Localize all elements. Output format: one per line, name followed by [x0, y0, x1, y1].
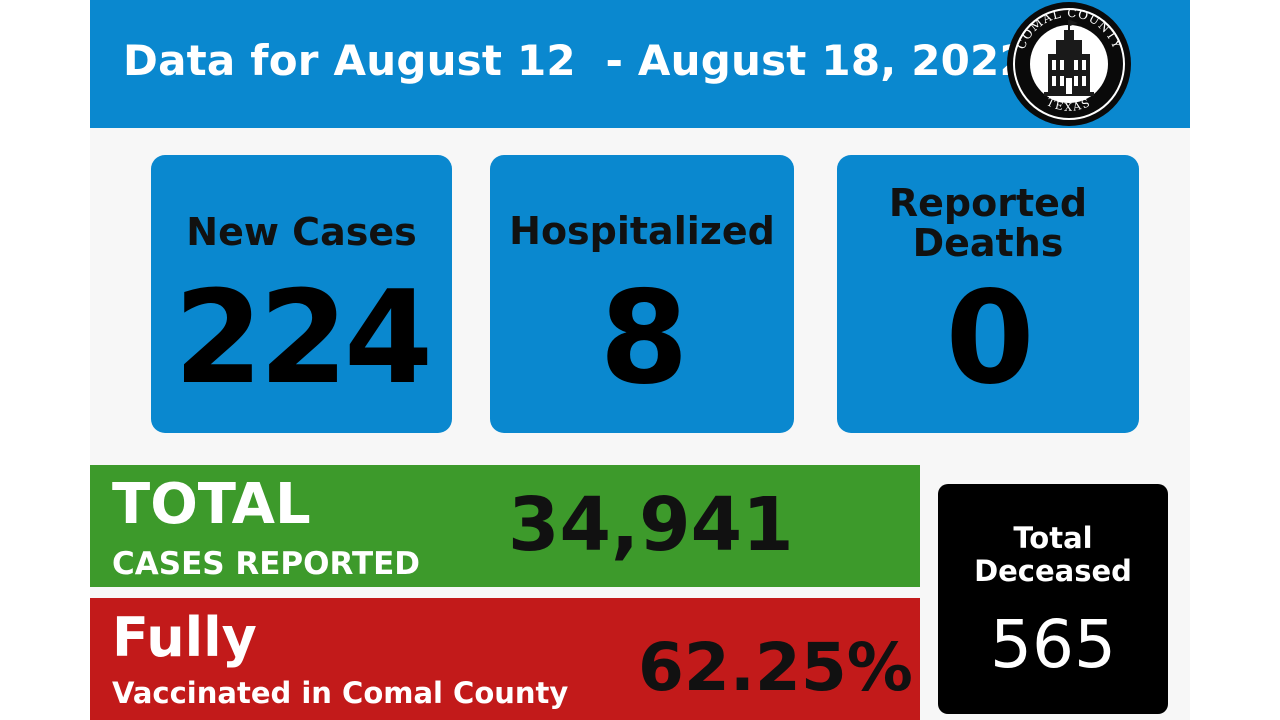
total-deceased-value: 565 — [990, 606, 1116, 683]
header-banner — [90, 0, 1190, 128]
new-cases-label: New Cases — [186, 210, 417, 254]
svg-text:TEXAS: TEXAS — [1045, 95, 1094, 113]
total-cases-value: 34,941 — [508, 482, 794, 568]
hospitalized-label: Hospitalized — [509, 209, 775, 253]
reported-deaths-tile: Reported Deaths 0 — [837, 155, 1139, 433]
total-deceased-box: Total Deceased 565 — [938, 484, 1168, 714]
hospitalized-tile: Hospitalized 8 — [490, 155, 794, 433]
total-cases-heading: TOTAL — [112, 472, 311, 537]
vaccinated-heading: Fully — [112, 606, 257, 669]
total-deceased-label-line2: Deceased — [974, 554, 1132, 588]
county-seal-logo: COMAL COUNTY TEXAS — [1007, 2, 1131, 126]
new-cases-value: 224 — [173, 264, 433, 413]
vaccinated-subheading: Vaccinated in Comal County — [112, 676, 569, 710]
page-title: Data for August 12 - August 18, 2022 — [123, 36, 1029, 85]
hospitalized-value: 8 — [599, 264, 688, 413]
reported-deaths-label-line2: Deaths — [912, 221, 1064, 265]
reported-deaths-label-line1: Reported — [888, 181, 1088, 225]
total-cases-bar: TOTAL CASES REPORTED 34,941 — [90, 465, 920, 587]
new-cases-tile: New Cases 224 — [151, 155, 452, 433]
total-deceased-label-line1: Total — [1013, 521, 1093, 555]
vaccinated-bar: Fully Vaccinated in Comal County 62.25% — [90, 598, 920, 720]
reported-deaths-value: 0 — [945, 264, 1034, 413]
total-cases-subheading: CASES REPORTED — [112, 546, 421, 582]
vaccinated-value: 62.25% — [638, 629, 913, 706]
